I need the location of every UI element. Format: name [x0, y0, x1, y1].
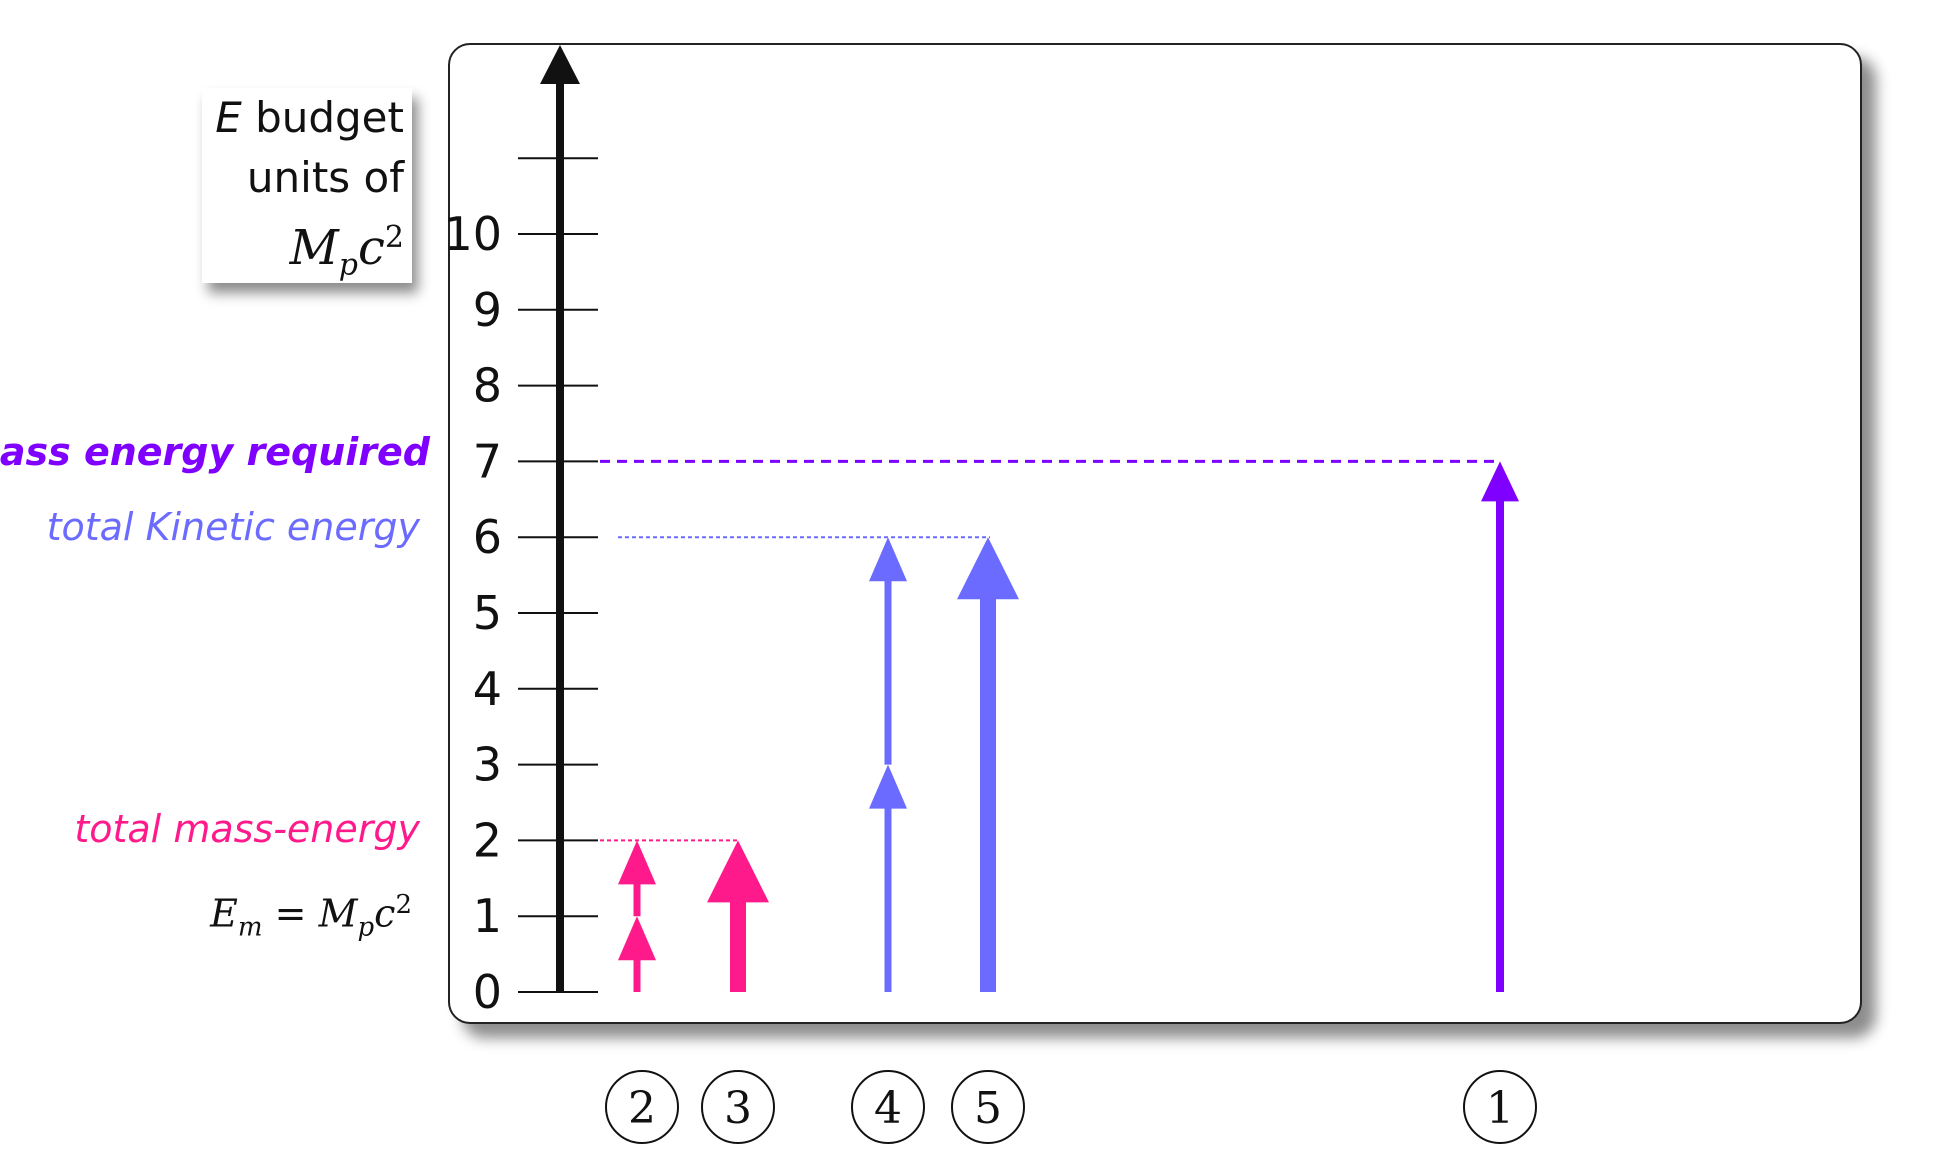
diagram-panel [448, 43, 1862, 1024]
energy-symbol: E [215, 93, 242, 142]
em-equation-label: Em = Mpc2 [210, 890, 412, 942]
case-5-circle [951, 1070, 1025, 1144]
case-1-circle [1463, 1070, 1537, 1144]
c-symbol: c [358, 220, 385, 276]
case-5-number: 5 [974, 1083, 1002, 1134]
case-2-arrowhead-1 [618, 840, 656, 885]
c-superscript: 2 [384, 220, 404, 255]
y-tick-label-3: 3 [473, 738, 502, 792]
case-1-arrowhead-0 [1481, 461, 1519, 502]
mass-symbol: M [289, 220, 339, 276]
case-1-number: 1 [1486, 1083, 1514, 1134]
y-tick-label-0: 0 [473, 965, 502, 1019]
em-c: c [374, 891, 396, 936]
em-m: M [318, 891, 358, 936]
em-eq: = [262, 891, 319, 936]
case-3-circle [701, 1070, 775, 1144]
budget-text: budget [241, 93, 404, 142]
em-m-sub: p [357, 912, 375, 943]
case-5-arrowhead-0 [957, 537, 1019, 600]
axis-label-line2: units of [246, 153, 404, 202]
axis-label-box: E budget units of Mpc2 [202, 88, 412, 283]
case-4-circle [851, 1070, 925, 1144]
total-mass-energy-label: total mass-energy [74, 807, 420, 851]
em-c-sup: 2 [395, 890, 412, 920]
em-e: E [210, 891, 238, 936]
y-axis-arrowhead [540, 45, 580, 84]
case-3-number: 3 [724, 1083, 752, 1134]
y-tick-label-8: 8 [473, 359, 502, 413]
y-tick-label-10: 10 [443, 207, 502, 261]
mass-subscript: p [338, 247, 359, 283]
total-kinetic-energy-label: total Kinetic energy [46, 505, 420, 549]
case-4-number: 4 [874, 1083, 902, 1134]
em-e-sub: m [237, 912, 263, 943]
y-tick-label-4: 4 [473, 662, 502, 716]
y-tick-label-2: 2 [473, 813, 502, 867]
axis-label-line3: Mpc2 [202, 208, 404, 296]
y-tick-label-5: 5 [473, 586, 502, 640]
case-2-circle [605, 1070, 679, 1144]
case-2-arrowhead-0 [618, 916, 656, 961]
case-4-arrowhead-0 [869, 764, 907, 809]
case-2-number: 2 [628, 1083, 656, 1134]
y-tick-label-6: 6 [473, 510, 502, 564]
axis-label-line1: E budget [202, 88, 404, 148]
mass-energy-required-label: mass energy required [0, 430, 430, 474]
y-tick-label-7: 7 [473, 434, 502, 488]
y-tick-label-9: 9 [473, 283, 502, 337]
y-tick-label-1: 1 [473, 889, 502, 943]
case-3-arrowhead-0 [707, 840, 769, 903]
case-4-arrowhead-1 [869, 537, 907, 582]
